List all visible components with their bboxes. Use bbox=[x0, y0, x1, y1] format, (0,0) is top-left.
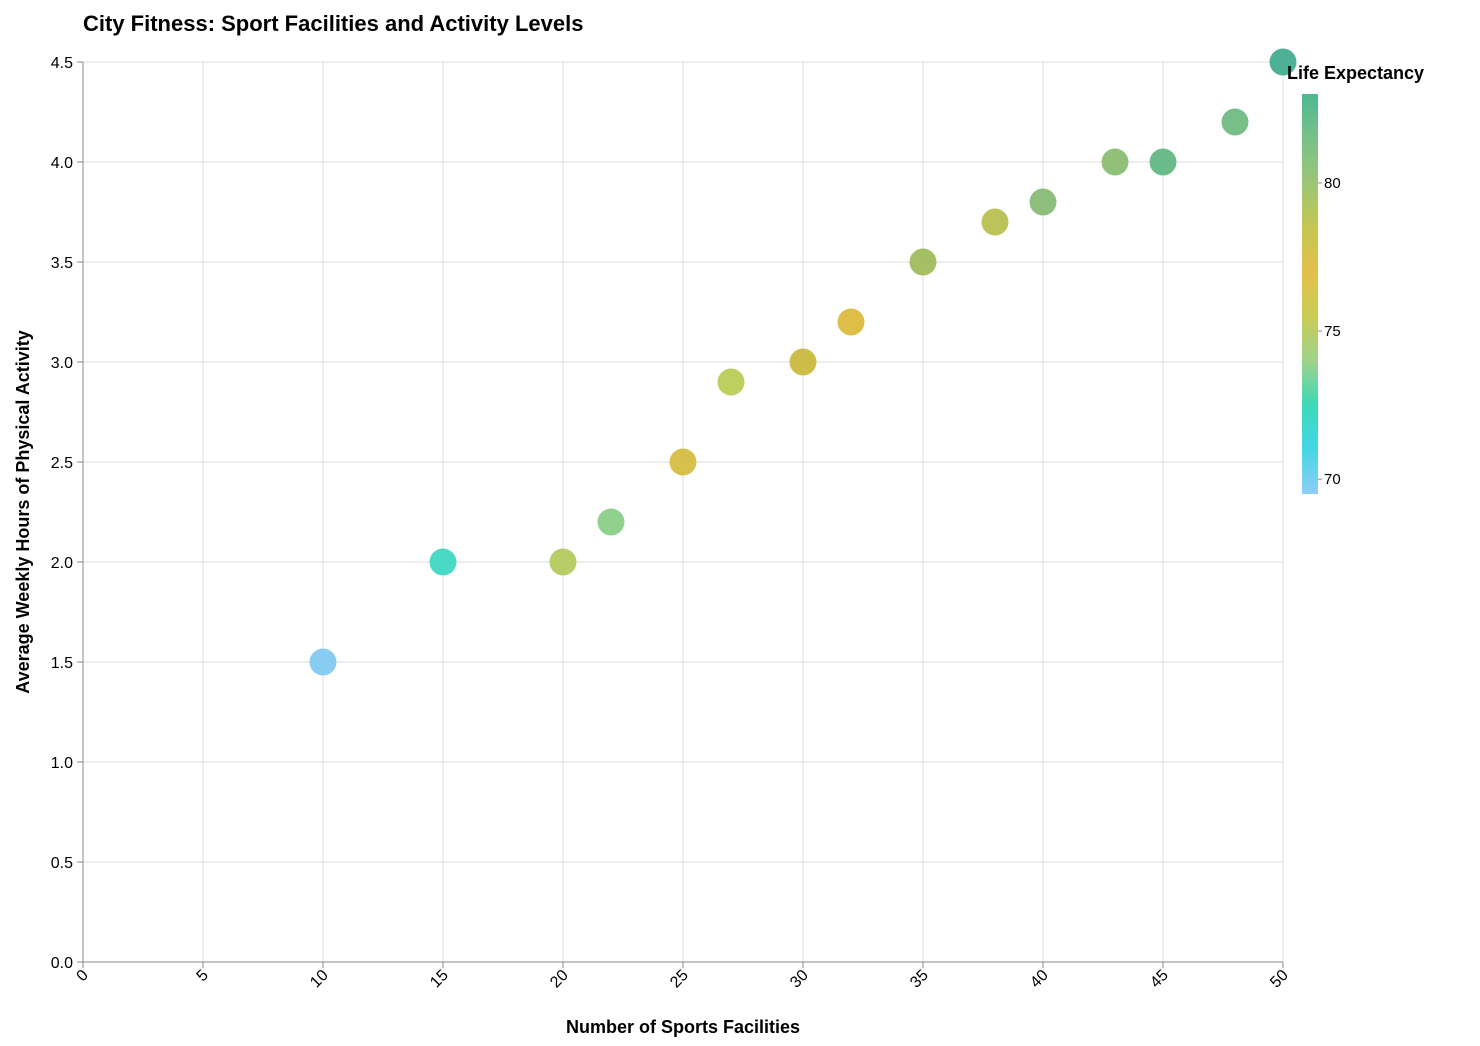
data-point bbox=[669, 448, 697, 476]
data-point bbox=[789, 348, 817, 376]
legend-gradient-bar bbox=[1302, 94, 1318, 494]
grid bbox=[82, 61, 1284, 963]
axes: 0 5 10 15 20 25 30 35 40 45 50 0.0 0.5 1.0 1.5 2.0 2.5 3.… bbox=[51, 55, 1292, 991]
data-point bbox=[981, 208, 1009, 236]
legend-title: Life Expectancy bbox=[1287, 63, 1424, 83]
x-tick-label: 15 bbox=[427, 967, 452, 992]
x-axis-title: Number of Sports Facilities bbox=[566, 1017, 800, 1037]
chart-title: City Fitness: Sport Facilities and Activ… bbox=[83, 11, 583, 36]
data-point bbox=[909, 248, 937, 276]
x-tick-label: 50 bbox=[1267, 967, 1292, 992]
x-tick-label: 45 bbox=[1147, 967, 1172, 992]
data-point bbox=[717, 368, 745, 396]
data-point bbox=[309, 648, 337, 676]
y-tick-label: 3.0 bbox=[51, 355, 73, 372]
y-tick-label: 2.5 bbox=[51, 455, 73, 472]
data-point bbox=[597, 508, 625, 536]
y-tick-label: 4.0 bbox=[51, 155, 73, 172]
data-point bbox=[429, 548, 457, 576]
legend-tick-label: 80 bbox=[1324, 175, 1341, 192]
y-tick-label: 0.5 bbox=[51, 855, 73, 872]
y-tick-label: 0.0 bbox=[51, 955, 73, 972]
x-tick-label: 5 bbox=[194, 967, 212, 985]
data-point bbox=[1101, 148, 1129, 176]
y-tick-label: 1.0 bbox=[51, 755, 73, 772]
x-tick-label: 25 bbox=[667, 967, 692, 992]
data-point bbox=[1149, 148, 1177, 176]
data-points bbox=[309, 48, 1297, 676]
legend-tick-label: 70 bbox=[1324, 471, 1341, 488]
x-tick-label: 35 bbox=[907, 967, 932, 992]
data-point bbox=[1269, 48, 1297, 76]
data-point bbox=[1221, 108, 1249, 136]
x-tick-label: 40 bbox=[1027, 967, 1052, 992]
x-tick-label: 20 bbox=[547, 967, 572, 992]
y-tick-label: 3.5 bbox=[51, 255, 73, 272]
x-tick-label: 10 bbox=[307, 967, 332, 992]
y-tick-label: 1.5 bbox=[51, 655, 73, 672]
x-tick-label: 30 bbox=[787, 967, 812, 992]
data-point bbox=[1029, 188, 1057, 216]
y-tick-label: 4.5 bbox=[51, 55, 73, 72]
legend-tick-label: 75 bbox=[1324, 323, 1341, 340]
data-point bbox=[549, 548, 577, 576]
y-axis-title: Average Weekly Hours of Physical Activit… bbox=[13, 330, 33, 693]
x-tick-label: 0 bbox=[74, 967, 92, 985]
data-point bbox=[837, 308, 865, 336]
y-tick-label: 2.0 bbox=[51, 555, 73, 572]
color-legend: Life Expectancy 70 75 80 bbox=[1287, 63, 1424, 494]
